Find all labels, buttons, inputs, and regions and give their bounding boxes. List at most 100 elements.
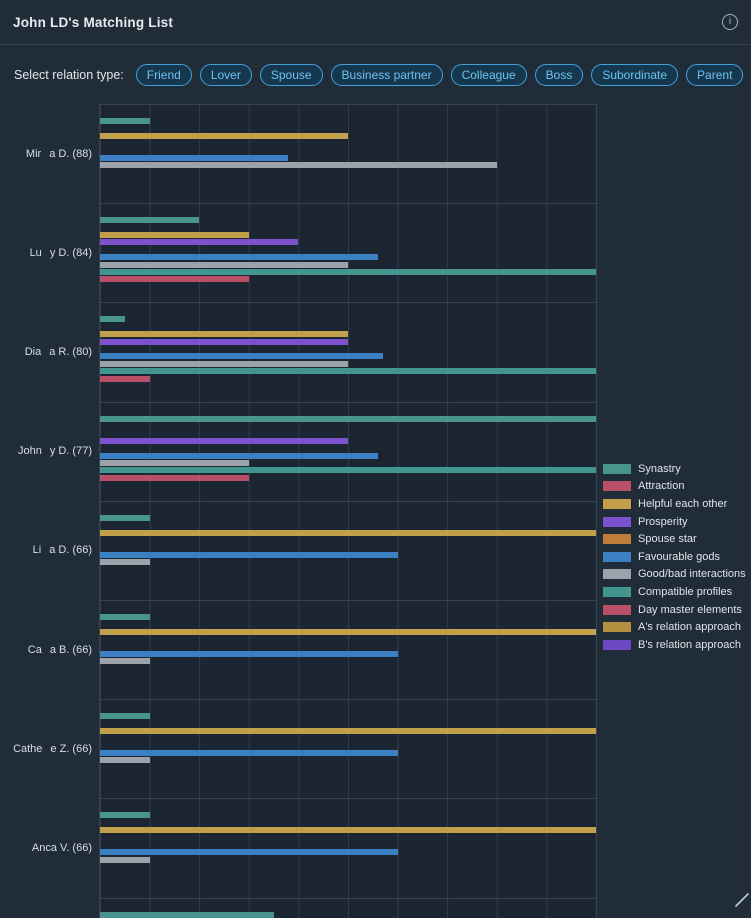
legend-item-day-master-elements[interactable]: Day master elements <box>603 601 746 619</box>
bar-slot <box>100 644 596 651</box>
bar-slot <box>100 559 596 566</box>
bar-slot <box>100 713 596 720</box>
legend-item-spouse-star[interactable]: Spouse star <box>603 530 746 548</box>
legend-item-favourable-gods[interactable]: Favourable gods <box>603 548 746 566</box>
bar-slot <box>100 474 596 482</box>
bar-synastry <box>100 613 150 620</box>
chart-group-8: Anca V. (66) <box>0 798 751 898</box>
group-label: Ca a B. (66) <box>0 600 99 699</box>
bar-slot <box>100 551 596 559</box>
legend-label: Prosperity <box>638 515 688 528</box>
legend-swatch <box>603 534 631 545</box>
bar-good-bad-interactions <box>100 162 497 169</box>
bar-synastry <box>100 514 150 521</box>
bar-slot <box>100 628 596 636</box>
bar-slot <box>100 849 596 856</box>
chip-business-partner[interactable]: Business partner <box>330 63 443 86</box>
page-title: John LD's Matching List <box>13 14 174 30</box>
bar-slot <box>100 268 596 276</box>
bar-slot <box>100 437 596 445</box>
bar-slot <box>100 284 596 291</box>
bar-slot <box>100 140 596 147</box>
chip-friend[interactable]: Friend <box>135 63 192 86</box>
group-plot <box>99 798 597 898</box>
group-label-prefix: Mir <box>25 147 42 160</box>
resize-handle-icon[interactable] <box>734 892 750 908</box>
bar-slot <box>100 467 596 474</box>
bar-slot <box>100 566 596 573</box>
chip-subordinate[interactable]: Subordinate <box>591 63 679 86</box>
bar-slot <box>100 787 596 794</box>
bar-day-master-elements <box>100 474 249 481</box>
bar-helpful-each-other <box>100 231 249 238</box>
bar-slot <box>100 537 596 544</box>
bar-favourable-gods <box>100 849 398 856</box>
bar-slot <box>100 864 596 871</box>
bar-slot <box>100 750 596 757</box>
bar-slot <box>100 827 596 834</box>
bar-slot <box>100 757 596 764</box>
info-icon[interactable]: i <box>722 14 738 30</box>
bar-helpful-each-other <box>100 529 596 536</box>
group-plot <box>99 897 597 918</box>
chip-spouse[interactable]: Spouse <box>259 63 323 86</box>
bar-synastry <box>100 118 150 124</box>
bar-slot <box>100 148 596 155</box>
bar-slot <box>100 254 596 261</box>
legend-label: Helpful each other <box>638 497 728 510</box>
chart-legend: Synastry Attraction Helpful each other Pros… <box>603 460 746 654</box>
bar-slot <box>100 743 596 750</box>
chart-group-4: John y D. (77) <box>0 401 751 501</box>
bar-slot <box>100 688 596 695</box>
bar-favourable-gods <box>100 551 398 558</box>
group-label: Li a D. (66) <box>0 501 99 600</box>
bar-favourable-gods <box>100 750 398 757</box>
bar-slot <box>100 247 596 254</box>
chip-lover[interactable]: Lover <box>199 63 252 86</box>
group-plot <box>99 302 597 402</box>
group-label-suffix: a R. (80) <box>49 345 92 358</box>
legend-item-good-bad-interactions[interactable]: Good/bad interactions <box>603 566 746 584</box>
bar-slot <box>100 390 596 397</box>
bar-slot <box>100 177 596 184</box>
legend-item-helpful-each-other[interactable]: Helpful each other <box>603 495 746 513</box>
legend-item-synastry[interactable]: Synastry <box>603 460 746 478</box>
chip-parent[interactable]: Parent <box>686 63 744 86</box>
bar-favourable-gods <box>100 650 398 657</box>
bar-prosperity <box>100 437 348 444</box>
bar-slot <box>100 613 596 621</box>
group-label-suffix: y D. (77) <box>49 445 92 458</box>
relation-type-filter: Select relation type: Friend Lover Spouse B… <box>0 45 751 104</box>
filter-label: Select relation type: <box>14 67 124 82</box>
bar-slot <box>100 721 596 728</box>
bar-slot <box>100 291 596 298</box>
bar-slot <box>100 489 596 496</box>
bar-slot <box>100 581 596 588</box>
legend-item-b-s-relation-approach[interactable]: B's relation approach <box>603 636 746 654</box>
bar-good-bad-interactions <box>100 856 150 863</box>
legend-item-prosperity[interactable]: Prosperity <box>603 513 746 531</box>
legend-item-a-s-relation-approach[interactable]: A's relation approach <box>603 618 746 636</box>
bar-slot <box>100 331 596 338</box>
bar-slot <box>100 185 596 192</box>
bar-slot <box>100 459 596 467</box>
bar-synastry <box>100 217 200 224</box>
bar-favourable-gods <box>100 254 378 261</box>
bar-slot <box>100 316 596 323</box>
bar-slot <box>100 658 596 665</box>
bar-slot <box>100 842 596 849</box>
legend-item-attraction[interactable]: Attraction <box>603 478 746 496</box>
legend-swatch <box>603 516 631 527</box>
chip-boss[interactable]: Boss <box>534 63 584 86</box>
bar-slot <box>100 324 596 331</box>
group-label-prefix: John <box>17 445 42 458</box>
group-label: Lu y D. (84) <box>0 203 99 302</box>
bar-good-bad-interactions <box>100 658 150 665</box>
legend-item-compatible-profiles[interactable]: Compatible profiles <box>603 583 746 601</box>
group-label-suffix: e Z. (66) <box>50 742 92 755</box>
chip-colleague[interactable]: Colleague <box>450 63 527 86</box>
bar-slot <box>100 765 596 772</box>
bar-compatible-profiles <box>100 268 596 275</box>
bar-slot <box>100 772 596 779</box>
chart-group-9 <box>0 897 751 918</box>
